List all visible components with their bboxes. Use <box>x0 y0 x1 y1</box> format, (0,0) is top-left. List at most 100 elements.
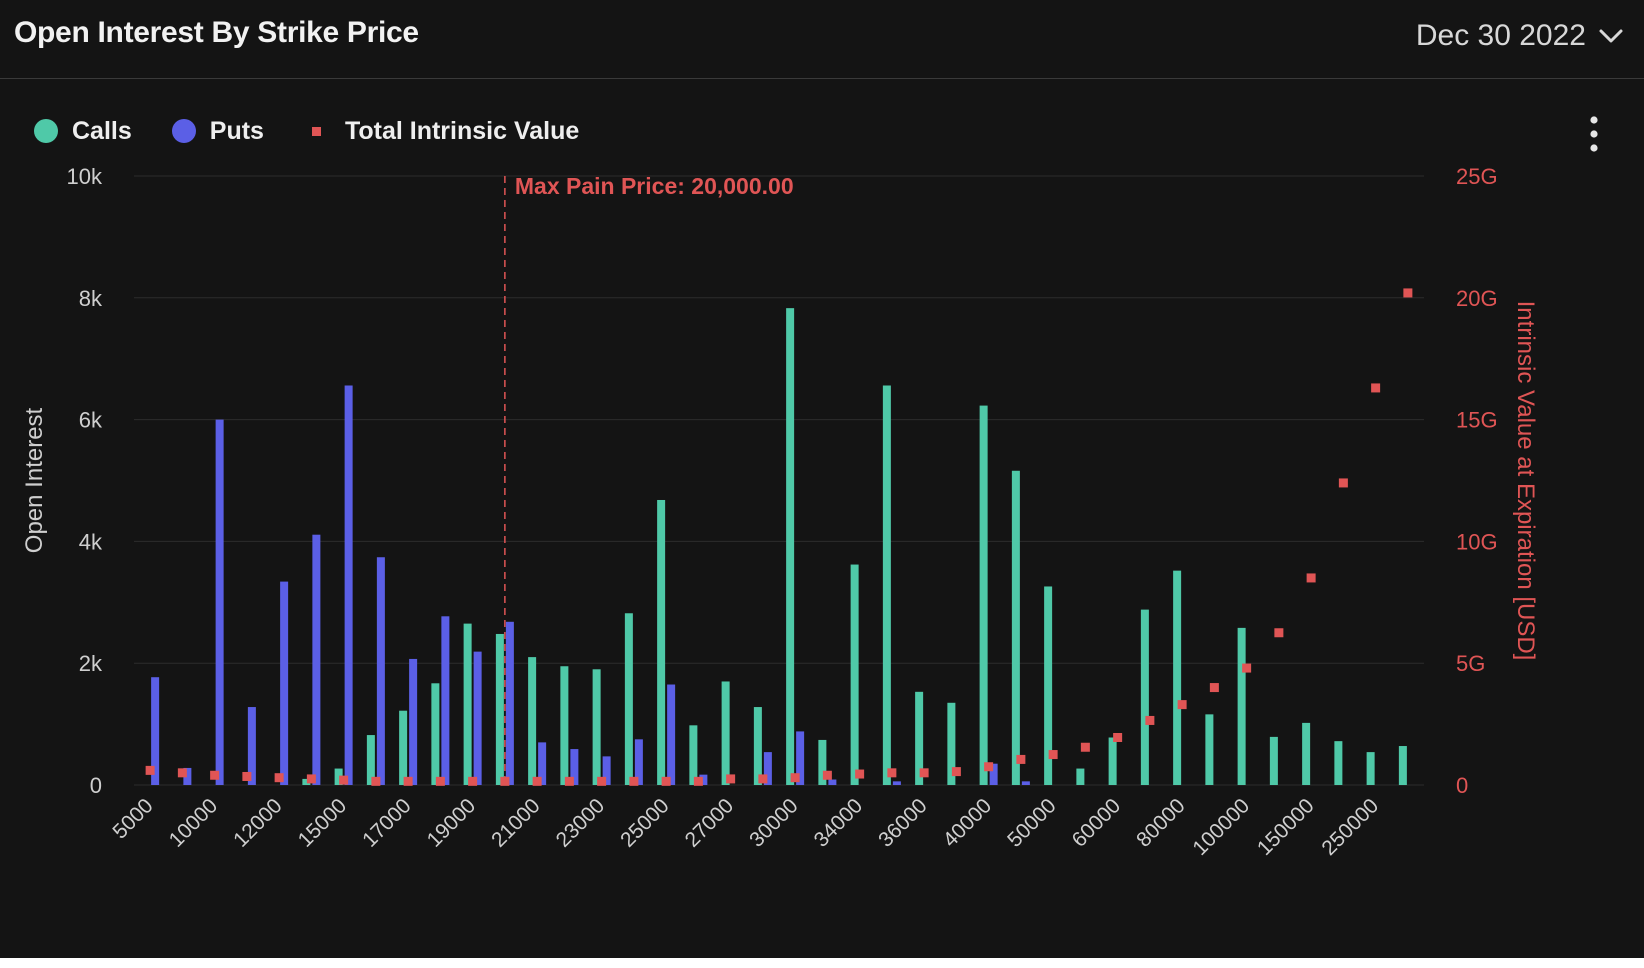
expiry-date-dropdown[interactable]: Dec 30 2022 <box>1416 14 1624 58</box>
puts-bar <box>699 774 708 785</box>
intrinsic-value-point <box>532 776 542 786</box>
calls-bar <box>818 739 827 785</box>
intrinsic-value-point <box>468 776 478 786</box>
y2-tick-label: 15G <box>1456 408 1498 433</box>
calls-bar <box>1173 570 1182 785</box>
puts-bar <box>763 752 772 785</box>
calls-bar <box>1269 736 1278 785</box>
legend-item-intrinsic-value[interactable]: Total Intrinsic Value <box>304 117 579 146</box>
calls-bar <box>1108 737 1117 785</box>
legend-label-calls: Calls <box>72 116 132 145</box>
calls-bar <box>334 768 343 785</box>
calls-bar <box>1237 627 1246 785</box>
calls-bar <box>463 623 472 785</box>
x-tick-label: 15000 <box>294 794 352 852</box>
puts-bar <box>667 684 676 785</box>
x-tick-label: 25000 <box>616 794 674 852</box>
intrinsic-value-point <box>887 768 897 778</box>
intrinsic-value-point <box>1242 663 1252 673</box>
legend-label-puts: Puts <box>209 116 264 145</box>
x-tick-label: 19000 <box>423 794 481 852</box>
y-tick-label: 0 <box>90 773 102 798</box>
puts-bar <box>441 616 450 785</box>
puts-bar <box>376 557 385 785</box>
calls-bar <box>915 691 924 785</box>
intrinsic-value-point <box>1403 288 1413 298</box>
x-tick-label: 80000 <box>1132 794 1190 852</box>
x-tick-label: 21000 <box>487 794 545 852</box>
x-tick-label: 150000 <box>1253 794 1319 860</box>
calls-bar <box>431 683 440 785</box>
y-tick-label: 8k <box>79 286 103 311</box>
puts-bar <box>892 781 901 785</box>
intrinsic-value-point <box>564 776 574 786</box>
x-tick-label: 17000 <box>358 794 416 852</box>
calls-bar <box>366 735 375 785</box>
intrinsic-value-point <box>274 773 284 783</box>
puts-bar <box>505 621 514 785</box>
intrinsic-value-point <box>435 776 445 786</box>
calls-bar <box>689 725 698 785</box>
puts-bar <box>796 731 805 785</box>
calls-bar <box>1205 714 1214 785</box>
puts-bar <box>215 419 224 785</box>
puts-bar <box>828 779 837 785</box>
chart-legend: Calls Puts Total Intrinsic Value <box>34 114 619 148</box>
intrinsic-value-point <box>629 776 639 786</box>
intrinsic-value-point <box>693 776 703 786</box>
intrinsic-value-swatch-icon <box>311 126 321 136</box>
puts-bar <box>183 767 192 785</box>
puts-bar <box>1021 781 1030 785</box>
intrinsic-value-point <box>984 762 994 772</box>
intrinsic-value-point <box>822 770 832 780</box>
puts-bar <box>634 739 643 785</box>
puts-bar <box>151 677 160 785</box>
calls-bar <box>657 499 666 785</box>
intrinsic-value-point <box>855 769 865 779</box>
intrinsic-value-point <box>177 768 187 778</box>
y2-axis-title: Intrinsic Value at Expiration [USD] <box>1512 301 1539 661</box>
calls-bar <box>495 633 504 785</box>
x-tick-label: 40000 <box>939 794 997 852</box>
calls-bar <box>528 657 537 785</box>
puts-bar <box>570 749 579 785</box>
y2-tick-label: 10G <box>1456 529 1498 554</box>
intrinsic-value-point <box>1113 732 1123 742</box>
x-tick-label: 60000 <box>1068 794 1126 852</box>
calls-bar <box>753 707 762 785</box>
intrinsic-value-point <box>1080 742 1090 752</box>
calls-bar <box>1334 741 1343 785</box>
y-axis-title: Open Interest <box>21 407 48 553</box>
x-tick-label: 100000 <box>1188 794 1254 860</box>
calls-bar <box>882 385 891 785</box>
calls-bar <box>592 669 601 785</box>
x-tick-label: 23000 <box>552 794 610 852</box>
intrinsic-value-point <box>1048 750 1058 760</box>
puts-bar <box>312 534 321 785</box>
intrinsic-value-point <box>919 768 929 778</box>
calls-bar <box>1140 609 1149 785</box>
calls-bar <box>947 702 956 785</box>
intrinsic-value-point <box>597 776 607 786</box>
legend-item-calls[interactable]: Calls <box>34 117 132 146</box>
more-vertical-icon[interactable] <box>1580 114 1608 154</box>
intrinsic-value-point <box>371 776 381 786</box>
x-tick-label: 30000 <box>745 794 803 852</box>
x-tick-label: 5000 <box>108 794 157 843</box>
calls-bar <box>624 613 633 785</box>
x-tick-label: 34000 <box>810 794 868 852</box>
intrinsic-value-point <box>1338 478 1348 488</box>
puts-bar <box>602 756 611 785</box>
intrinsic-value-point <box>1209 683 1219 693</box>
intrinsic-value-point <box>1145 715 1155 725</box>
intrinsic-value-point <box>790 773 800 783</box>
legend-item-puts[interactable]: Puts <box>171 116 264 146</box>
intrinsic-value-point <box>1371 383 1381 393</box>
chevron-down-icon <box>1599 29 1623 43</box>
puts-swatch-icon <box>171 119 196 143</box>
calls-bar <box>399 710 408 785</box>
intrinsic-value-point <box>951 767 961 777</box>
x-tick-label: 10000 <box>165 794 223 852</box>
puts-bar <box>280 581 289 785</box>
